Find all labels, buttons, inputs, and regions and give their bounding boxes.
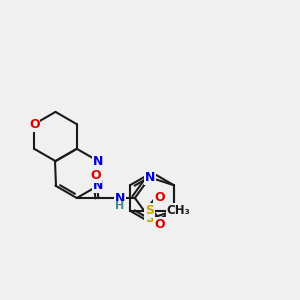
Text: O: O — [154, 191, 165, 204]
Text: N: N — [93, 154, 103, 168]
Text: O: O — [154, 218, 165, 231]
Text: S: S — [145, 212, 154, 225]
Text: N: N — [93, 179, 103, 192]
Text: CH₃: CH₃ — [167, 204, 190, 217]
Text: H: H — [116, 201, 125, 212]
Text: S: S — [145, 204, 154, 217]
Text: N: N — [115, 191, 125, 205]
Text: O: O — [29, 118, 40, 131]
Text: N: N — [145, 171, 155, 184]
Text: O: O — [90, 169, 101, 182]
